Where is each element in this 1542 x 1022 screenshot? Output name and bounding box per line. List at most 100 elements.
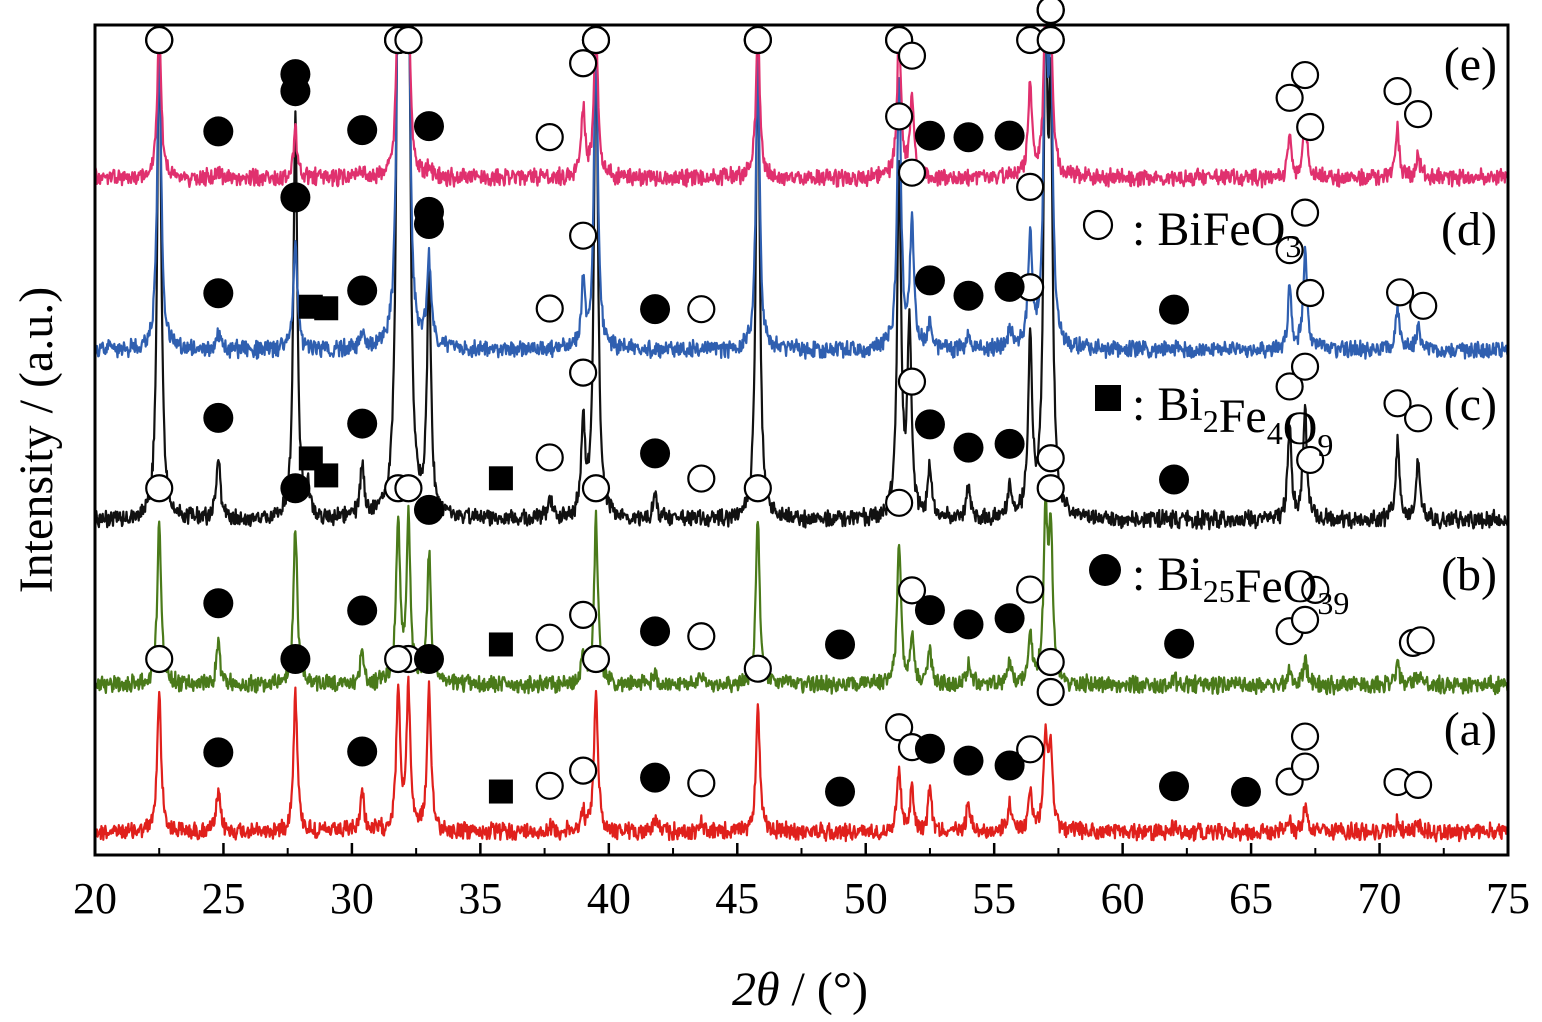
marker-open-circle-d [1290, 198, 1320, 227]
marker-open-circle-b [743, 474, 772, 503]
marker-open-circle-a [885, 713, 914, 742]
marker-open-circle-e [1290, 60, 1320, 90]
marker-open-circle-a [581, 644, 611, 674]
marker-filled-circle-d [1159, 294, 1190, 325]
x-tick-label: 60 [1101, 874, 1145, 923]
legend-marker-open-circle [1082, 209, 1114, 241]
marker-open-circle-c [897, 367, 927, 396]
marker-open-circle-e [569, 49, 598, 78]
marker-open-circle-b [1406, 626, 1435, 655]
marker-filled-circle-a [1159, 771, 1190, 802]
marker-open-circle-e [743, 25, 772, 55]
marker-open-circle-a [1290, 752, 1320, 781]
marker-open-circle-c [687, 464, 716, 493]
marker-open-circle-c [569, 358, 598, 387]
marker-filled-circle-a [347, 736, 378, 767]
marker-filled-circle-a [825, 776, 856, 807]
marker-filled-circle-b [347, 595, 378, 626]
marker-open-circle-b [145, 474, 174, 503]
legend-marker-filled-square [1095, 385, 1121, 411]
marker-open-circle-c [1275, 372, 1304, 401]
curve-label-e: (e) [1444, 38, 1497, 91]
marker-filled-square-b [488, 632, 513, 657]
marker-open-circle-d [535, 294, 564, 323]
marker-filled-circle-d [914, 265, 945, 296]
x-tick-label: 35 [458, 874, 502, 923]
marker-filled-circle-b [280, 473, 311, 504]
x-tick-label: 30 [330, 874, 374, 923]
x-tick-label: 70 [1358, 874, 1402, 923]
x-tick-label: 25 [201, 874, 245, 923]
marker-open-circle-a [687, 769, 716, 798]
marker-open-circle-e [394, 25, 423, 55]
marker-open-circle-e [1275, 83, 1304, 112]
marker-filled-circle-b [914, 595, 945, 626]
marker-filled-circle-c [640, 438, 671, 469]
marker-filled-circle-d [280, 182, 311, 213]
marker-filled-circle-c [347, 408, 378, 439]
x-axis-ticks: 20 25 30 35 40 45 50 55 60 65 70 75 [73, 843, 1530, 923]
x-tick-label: 55 [972, 874, 1016, 923]
marker-open-circle-a [1036, 647, 1065, 677]
marker-open-circle-e [1383, 77, 1412, 106]
marker-filled-circle-b [994, 603, 1025, 634]
marker-open-circle-b [581, 474, 611, 503]
marker-open-circle-c [1296, 445, 1325, 475]
marker-open-circle-e [897, 41, 927, 70]
curve-label-c: (c) [1444, 378, 1497, 431]
marker-filled-circle-c [914, 409, 945, 440]
marker-filled-circle-a [914, 733, 945, 764]
marker-open-circle-a [569, 756, 598, 785]
curve-label-b: (b) [1441, 548, 1497, 601]
marker-open-circle-a [1403, 770, 1433, 799]
marker-open-circle-a [1016, 735, 1045, 764]
curve-label-d: (d) [1441, 203, 1497, 256]
marker-filled-circle-c [994, 428, 1025, 459]
legend-label: : Bi2Fe4O9 [1132, 378, 1333, 463]
marker-filled-square-c [314, 463, 339, 488]
marker-open-circle-b [1290, 605, 1320, 634]
marker-filled-circle-d [347, 275, 378, 306]
marker-open-circle-e [535, 123, 564, 152]
marker-open-circle-c [885, 102, 914, 131]
marker-filled-circle-d [203, 278, 234, 309]
marker-open-circle-e [581, 25, 611, 55]
marker-filled-circle-a [203, 737, 234, 768]
y-axis-title: Intensity / (a.u.) [10, 287, 63, 594]
marker-filled-circle-e [914, 120, 945, 151]
marker-filled-square-a [488, 779, 513, 804]
legend-label: : Bi25FeO39 [1132, 548, 1349, 621]
marker-open-circle-d [569, 221, 598, 250]
marker-open-circle-c [1383, 389, 1412, 418]
marker-filled-circle-d [953, 280, 984, 311]
marker-filled-square-c [488, 466, 513, 491]
marker-filled-circle-c [203, 402, 234, 433]
marker-filled-circle-b [1164, 628, 1195, 659]
marker-filled-circle-e [203, 116, 234, 147]
x-tick-label: 40 [587, 874, 631, 923]
marker-open-circle-b [569, 600, 598, 629]
marker-open-circle-e [1403, 100, 1433, 129]
series-curves [95, 25, 1508, 843]
series-line-e [95, 25, 1508, 189]
marker-filled-circle-e [280, 76, 311, 107]
marker-open-circle-d [1016, 172, 1045, 201]
marker-open-circle-b [897, 576, 927, 605]
marker-open-circle-a [1036, 677, 1065, 707]
phase-markers [145, 0, 1438, 807]
marker-open-circle-b [1036, 474, 1065, 503]
marker-open-circle-b [535, 623, 564, 652]
marker-filled-circle-c [1159, 464, 1190, 495]
marker-filled-square-d [314, 296, 339, 321]
marker-open-circle-d [1385, 278, 1415, 307]
x-tick-label: 65 [1229, 874, 1273, 923]
marker-open-circle-d [1296, 278, 1325, 308]
x-tick-label: 75 [1486, 874, 1530, 923]
marker-open-circle-d [1409, 291, 1438, 320]
marker-filled-circle-b [953, 609, 984, 640]
series-line-a [95, 675, 1508, 843]
marker-open-circle-a [743, 654, 772, 683]
marker-filled-circle-a [280, 644, 311, 674]
marker-filled-circle-e [347, 115, 378, 146]
marker-filled-circle-d [413, 196, 444, 227]
